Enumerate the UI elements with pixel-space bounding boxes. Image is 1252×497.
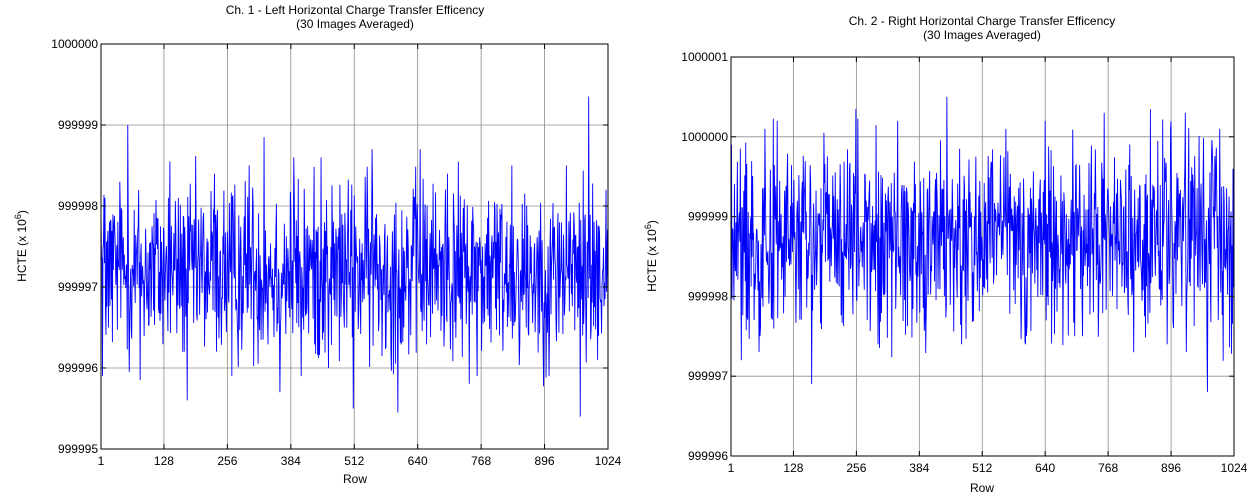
- chart-left-xtick-label: 640: [408, 454, 428, 468]
- chart-right-xlabel: Row: [970, 481, 994, 495]
- chart-left-ylabel-main: HCTE (x 10: [15, 219, 29, 282]
- chart-left-ytick-label: 999997: [58, 280, 98, 294]
- chart-right-xtick-label: 896: [1161, 461, 1181, 475]
- chart-right-ytick-label: 999997: [688, 369, 728, 383]
- chart-right-xtick-label: 384: [909, 461, 929, 475]
- chart-right-ylabel-main: HCTE (x 10: [645, 229, 659, 292]
- chart-right-ytick-label: 999996: [688, 449, 728, 463]
- chart-left-xtick-label: 1: [98, 454, 105, 468]
- chart-left-ytick-label: 999996: [58, 361, 98, 375]
- chart-left-ticks: 1 128 256 384 512 640 768 896 1024 999995 999996 99…: [51, 37, 621, 468]
- chart-right-xtick-label: 128: [783, 461, 803, 475]
- chart-left-ytick-label: 999998: [58, 199, 98, 213]
- chart-left-title: Ch. 1 - Left Horizontal Charge Transfer …: [226, 3, 485, 17]
- chart-right: Ch. 2 - Right Horizontal Charge Transfer…: [643, 14, 1248, 495]
- chart-right-ylabel-exp: 6: [643, 224, 653, 229]
- chart-right-ytick-label: 1000000: [681, 130, 728, 144]
- chart-right-series: [730, 96, 1235, 393]
- chart-right-ylabel: HCTE (x 106): [643, 220, 659, 292]
- chart-left-xtick-label: 768: [471, 454, 491, 468]
- chart-left-xtick-label: 512: [344, 454, 364, 468]
- chart-left-xtick-label: 128: [154, 454, 174, 468]
- chart-left-xtick-label: 256: [217, 454, 237, 468]
- chart-left-ytick-label: 1000000: [51, 37, 98, 51]
- chart-right-series-line: [730, 96, 1235, 393]
- chart-right-ytick-label: 1000001: [681, 50, 728, 64]
- chart-left-ylabel-close: ): [15, 210, 29, 214]
- chart-left-series: [100, 96, 609, 417]
- chart-right-title: Ch. 2 - Right Horizontal Charge Transfer…: [849, 14, 1116, 28]
- chart-right-xtick-label: 1024: [1221, 461, 1248, 475]
- chart-left-xlabel: Row: [343, 472, 367, 486]
- chart-right-subtitle: (30 Images Averaged): [923, 28, 1041, 42]
- chart-right-ticks: 1 128 256 384 512 640 768 896 1024 999996 999997 99…: [681, 50, 1247, 475]
- chart-left-series-line: [100, 96, 609, 417]
- chart-left-xtick-label: 1024: [595, 454, 622, 468]
- chart-right-ytick-label: 999999: [688, 210, 728, 224]
- chart-left-ytick-label: 999999: [58, 118, 98, 132]
- chart-left: Ch. 1 - Left Horizontal Charge Transfer …: [13, 3, 622, 486]
- chart-left-ylabel-exp: 6: [13, 214, 23, 219]
- chart-right-xtick-label: 256: [846, 461, 866, 475]
- chart-right-ytick-label: 999998: [688, 289, 728, 303]
- chart-left-xtick-label: 896: [535, 454, 555, 468]
- chart-left-subtitle: (30 Images Averaged): [296, 17, 414, 31]
- chart-right-xtick-label: 768: [1098, 461, 1118, 475]
- chart-left-ylabel: HCTE (x 106): [13, 210, 29, 282]
- chart-right-ylabel-close: ): [645, 220, 659, 224]
- chart-left-ytick-label: 999995: [58, 442, 98, 456]
- chart-right-xtick-label: 640: [1035, 461, 1055, 475]
- chart-right-xtick-label: 1: [728, 461, 735, 475]
- chart-left-xtick-label: 384: [281, 454, 301, 468]
- chart-right-xtick-label: 512: [972, 461, 992, 475]
